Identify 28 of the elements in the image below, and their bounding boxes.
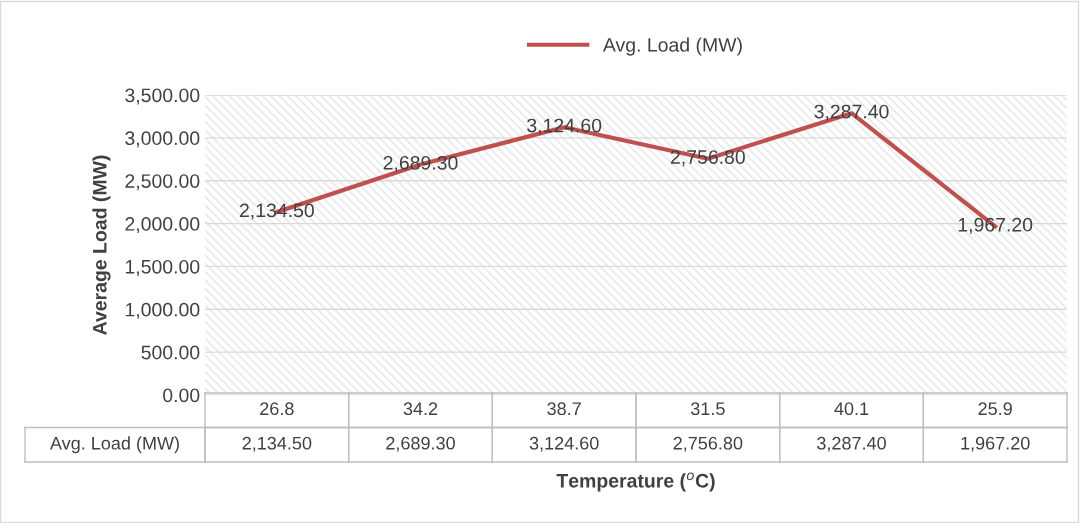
x-tick-label: 31.5	[690, 402, 725, 416]
data-label: 3,124.60	[529, 436, 599, 452]
x-tick-label: 40.1	[834, 402, 869, 416]
y-tick-label: 1,500.00	[125, 259, 200, 276]
y-tick-label: 3,000.00	[125, 131, 200, 148]
text: 1,967.20	[958, 217, 1033, 234]
text: 3,287.40	[814, 104, 889, 121]
data-label: 3,287.40	[817, 436, 886, 452]
y-axis-title: Average Load (MW)	[92, 155, 111, 335]
x-tick-label: 34.2	[403, 402, 438, 416]
x-tick-label: 25.9	[978, 402, 1012, 416]
data-label: 2,756.80	[673, 436, 743, 452]
y-tick-label: 2,500.00	[125, 174, 200, 191]
y-tick-label: 0.00	[163, 388, 200, 403]
y-tick-label: 3,500.00	[125, 88, 200, 105]
legend-label: Avg. Load (MW)	[602, 37, 742, 56]
x-tick-label: 26.8	[260, 402, 294, 416]
data-label: 2,689.30	[386, 436, 455, 452]
x-axis-title: Temperature ($^{o}$C)	[556, 472, 715, 492]
x-tick-label: 38.7	[547, 402, 581, 416]
y-tick-label: 1,000.00	[125, 302, 200, 319]
text: Avg. Load (MW)	[49, 436, 179, 454]
data-label: 2,134.50	[242, 436, 312, 452]
y-tick-label: 2,000.00	[125, 217, 200, 234]
text: 3,124.60	[527, 118, 602, 135]
y-tick-label: 500.00	[141, 345, 200, 360]
data-label: 1,967.20	[961, 436, 1030, 452]
text: 2,134.50	[239, 203, 314, 220]
